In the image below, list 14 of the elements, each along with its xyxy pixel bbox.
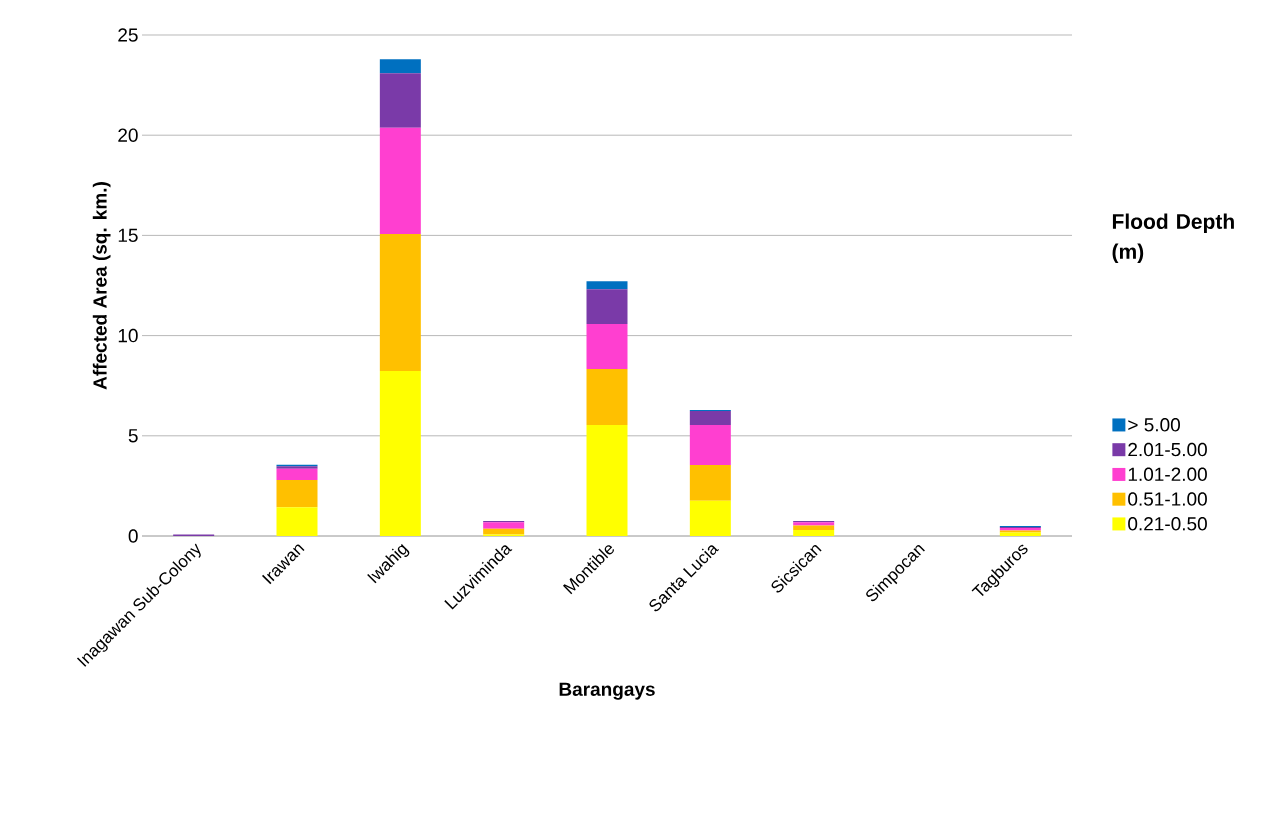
x-axis-title: Barangays [559,682,655,700]
y-tick-label: 0 [128,529,138,543]
y-tick-label: 5 [128,429,138,443]
y-tick-label: 25 [118,28,138,42]
y-axis-title: Affected Area (sq. km.) [92,182,111,390]
legend-label: 1.01-2.00 [1128,467,1207,482]
legend-title: Flood Depth (m) [1112,213,1234,264]
y-tick-label: 20 [118,128,138,142]
legend-label: > 5.00 [1128,418,1180,432]
legend-label: 2.01-5.00 [1128,442,1207,457]
y-tick-label: 10 [118,328,138,343]
legend-label: 0.51-1.00 [1128,492,1207,506]
legend-label: 0.21-0.50 [1128,517,1207,531]
y-tick-label: 15 [118,228,138,243]
